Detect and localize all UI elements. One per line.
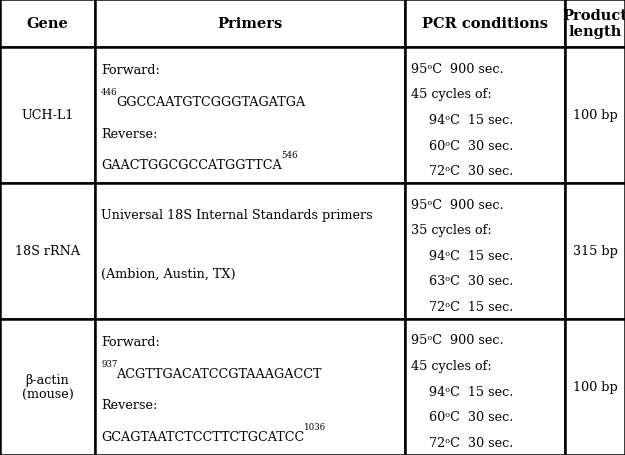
Bar — [405, 319, 565, 455]
Text: 100 bp: 100 bp — [572, 380, 618, 393]
Text: 94ᵒC  15 sec.: 94ᵒC 15 sec. — [429, 114, 513, 126]
Text: 94ᵒC  15 sec.: 94ᵒC 15 sec. — [429, 385, 513, 398]
Text: 95ᵒC  900 sec.: 95ᵒC 900 sec. — [411, 334, 504, 347]
Text: 546: 546 — [282, 151, 298, 160]
Text: Primers: Primers — [217, 17, 282, 31]
Text: ACGTTGACATCCGTAAAGACCT: ACGTTGACATCCGTAAAGACCT — [116, 367, 321, 380]
Bar — [565, 48, 625, 183]
Text: β-actin
(mouse): β-actin (mouse) — [21, 373, 74, 401]
Text: 45 cycles of:: 45 cycles of: — [411, 359, 492, 372]
Text: Forward:: Forward: — [101, 335, 160, 349]
Text: PCR conditions: PCR conditions — [422, 17, 548, 31]
Text: 35 cycles of:: 35 cycles of: — [411, 224, 492, 237]
Text: Forward:: Forward: — [101, 64, 160, 77]
Text: 446: 446 — [101, 88, 118, 96]
Bar — [95, 183, 405, 319]
Text: 18S rRNA: 18S rRNA — [15, 245, 80, 258]
Bar — [565, 0, 625, 48]
Text: 63ᵒC  30 sec.: 63ᵒC 30 sec. — [429, 275, 513, 288]
Text: 72ᵒC  30 sec.: 72ᵒC 30 sec. — [429, 165, 513, 178]
Text: Universal 18S Internal Standards primers: Universal 18S Internal Standards primers — [101, 208, 372, 221]
Text: 1036: 1036 — [304, 422, 326, 431]
Bar — [405, 183, 565, 319]
Text: GCAGTAATCTCCTTCTGCATCC: GCAGTAATCTCCTTCTGCATCC — [101, 430, 304, 443]
Bar — [95, 48, 405, 183]
Text: 937: 937 — [101, 359, 118, 368]
Bar — [0, 183, 95, 319]
Bar — [0, 319, 95, 455]
Bar — [0, 48, 95, 183]
Text: 45 cycles of:: 45 cycles of: — [411, 88, 492, 101]
Text: GGCCAATGTCGGGTAGATGA: GGCCAATGTCGGGTAGATGA — [116, 96, 305, 109]
Text: 72ᵒC  15 sec.: 72ᵒC 15 sec. — [429, 300, 513, 313]
Text: (Ambion, Austin, TX): (Ambion, Austin, TX) — [101, 267, 236, 280]
Text: 60ᵒC  30 sec.: 60ᵒC 30 sec. — [429, 410, 513, 424]
Bar — [565, 319, 625, 455]
Text: GAACTGGCGCCATGGTTCA: GAACTGGCGCCATGGTTCA — [101, 159, 282, 172]
Text: Reverse:: Reverse: — [101, 127, 158, 140]
Text: Product
length: Product length — [562, 9, 625, 39]
Text: 95ᵒC  900 sec.: 95ᵒC 900 sec. — [411, 62, 504, 76]
Bar — [405, 0, 565, 48]
Text: 100 bp: 100 bp — [572, 109, 618, 122]
Text: Reverse:: Reverse: — [101, 399, 158, 411]
Bar — [0, 0, 95, 48]
Bar — [405, 48, 565, 183]
Text: 94ᵒC  15 sec.: 94ᵒC 15 sec. — [429, 249, 513, 262]
Text: Gene: Gene — [26, 17, 69, 31]
Text: UCH-L1: UCH-L1 — [21, 109, 74, 122]
Text: 72ᵒC  30 sec.: 72ᵒC 30 sec. — [429, 436, 513, 449]
Bar — [95, 319, 405, 455]
Bar — [565, 183, 625, 319]
Bar — [95, 0, 405, 48]
Text: 95ᵒC  900 sec.: 95ᵒC 900 sec. — [411, 198, 504, 211]
Text: 60ᵒC  30 sec.: 60ᵒC 30 sec. — [429, 139, 513, 152]
Text: 315 bp: 315 bp — [572, 245, 618, 258]
